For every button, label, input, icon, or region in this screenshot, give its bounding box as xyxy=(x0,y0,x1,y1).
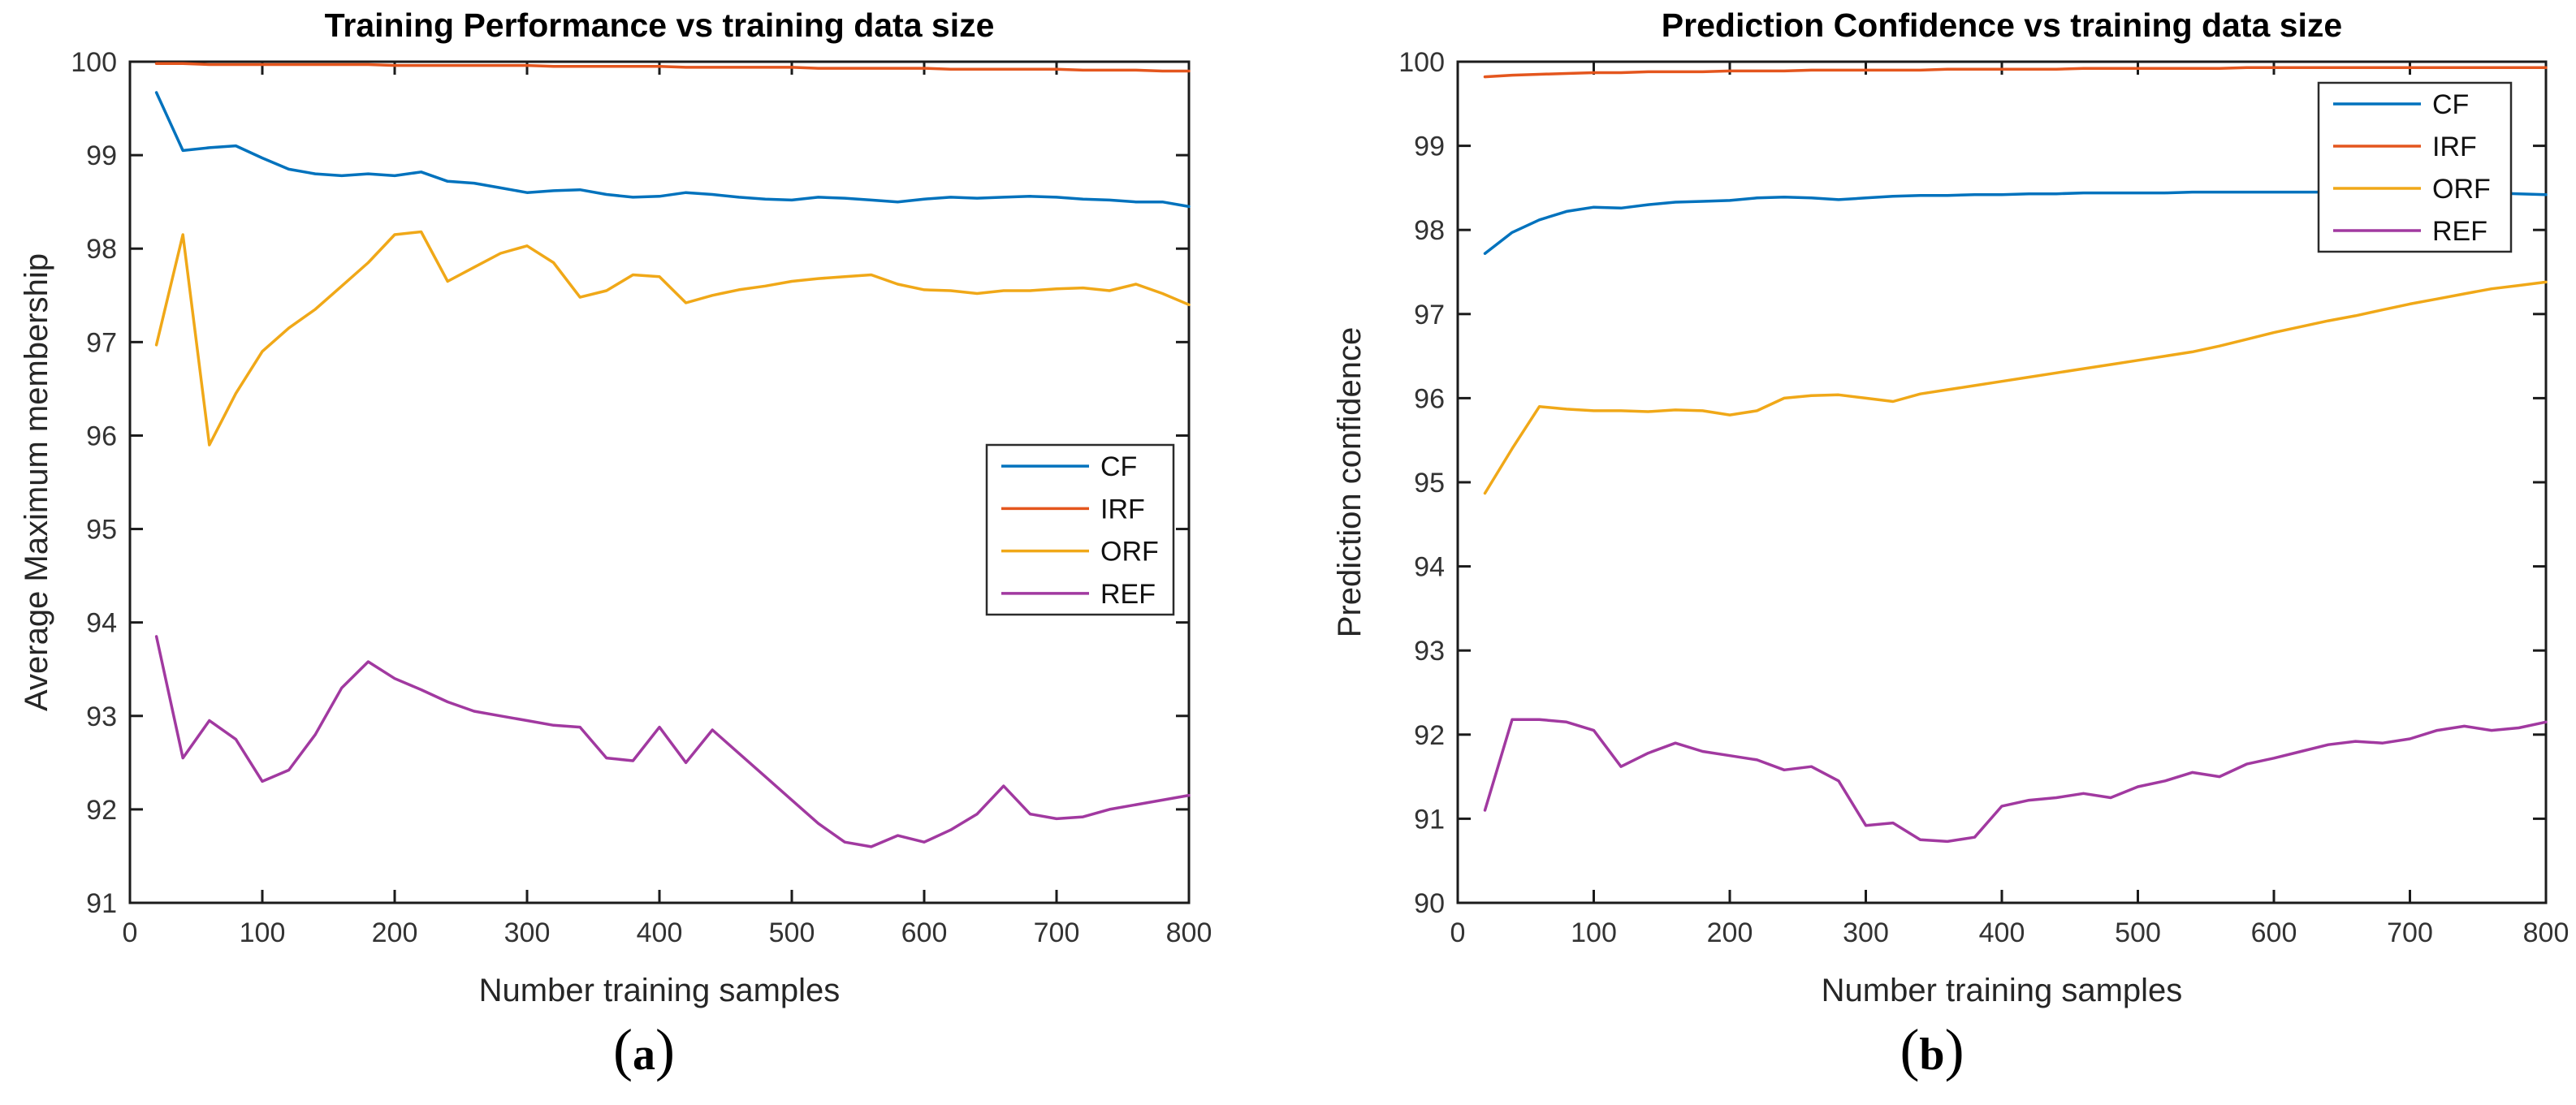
x-tick-label: 500 xyxy=(2115,917,2161,948)
caption-letter: a xyxy=(633,1029,655,1080)
chart-panel-b: Prediction Confidence vs training data s… xyxy=(1288,0,2576,1105)
y-tick-label: 100 xyxy=(71,47,117,78)
y-tick-label: 92 xyxy=(86,795,117,826)
x-tick-label: 400 xyxy=(637,917,683,948)
legend-label-REF: REF xyxy=(1100,579,1156,610)
chart-panel-a: Training Performance vs training data si… xyxy=(19,6,1212,1084)
legend-label-CF: CF xyxy=(2432,89,2469,120)
y-tick-label: 100 xyxy=(1398,47,1445,78)
y-tick-label: 95 xyxy=(1414,468,1445,499)
series-line-ORF xyxy=(154,230,1191,447)
x-tick-label: 700 xyxy=(2387,917,2433,948)
caption-close-paren: ) xyxy=(1944,1017,1964,1082)
x-tick-label: 0 xyxy=(123,917,138,948)
x-tick-label: 200 xyxy=(1707,917,1753,948)
y-tick-label: 94 xyxy=(1414,552,1445,583)
x-tick-label: 800 xyxy=(2523,917,2570,948)
legend-label-IRF: IRF xyxy=(1100,494,1145,524)
y-tick-label: 97 xyxy=(86,327,117,358)
legend-box xyxy=(2317,81,2513,253)
x-tick-label: 700 xyxy=(1034,917,1080,948)
x-tick-label: 400 xyxy=(1979,917,2025,948)
caption-open-paren: ( xyxy=(1900,1017,1920,1082)
caption-letter: b xyxy=(1919,1029,1945,1080)
x-tick-label: 0 xyxy=(1450,917,1466,948)
y-tick-label: 98 xyxy=(1414,215,1445,246)
x-tick-label: 300 xyxy=(504,917,551,948)
y-tick-label: 90 xyxy=(1414,888,1445,919)
series-line-ORF xyxy=(1483,280,2548,495)
x-tick-label: 600 xyxy=(901,917,948,948)
series-line-REF xyxy=(154,635,1191,848)
caption-close-paren: ) xyxy=(655,1017,675,1082)
x-tick-label: 300 xyxy=(1843,917,1889,948)
x-tick-label: 100 xyxy=(1571,917,1617,948)
caption-open-paren: ( xyxy=(613,1017,633,1082)
legend-label-ORF: ORF xyxy=(1100,537,1159,568)
series-line-REF xyxy=(1483,718,2548,844)
x-tick-label: 100 xyxy=(240,917,286,948)
y-tick-label: 97 xyxy=(1414,300,1445,330)
legend-label-IRF: IRF xyxy=(2432,132,2477,162)
x-tick-label: 600 xyxy=(2251,917,2297,948)
y-tick-label: 99 xyxy=(1414,132,1445,162)
y-tick-label: 94 xyxy=(86,608,117,639)
y-tick-label: 92 xyxy=(1414,720,1445,751)
y-tick-label: 96 xyxy=(1414,383,1445,414)
legend-label-CF: CF xyxy=(1100,451,1137,482)
plot-area-a: 0 100 200 300 400 500 600 700 800 91 92 93 94 95 96 97 9… xyxy=(71,47,1212,948)
chart-title-a: Training Performance vs training data si… xyxy=(324,6,995,44)
y-tick-label: 93 xyxy=(86,701,117,732)
legend-box xyxy=(985,443,1175,616)
x-tick-label: 200 xyxy=(372,917,418,948)
subfigure-caption-b: (b) xyxy=(1688,1017,2176,1084)
y-tick-label: 91 xyxy=(86,888,117,919)
y-tick-label: 91 xyxy=(1414,804,1445,835)
chart-title-b: Prediction Confidence vs training data s… xyxy=(1661,6,2343,44)
y-tick-label: 95 xyxy=(86,515,117,546)
y-tick-label: 96 xyxy=(86,421,117,451)
x-tick-label: 800 xyxy=(1166,917,1212,948)
y-tick-label: 99 xyxy=(86,140,117,171)
x-axis-label-a: Number training samples xyxy=(478,973,841,1008)
legend-label-REF: REF xyxy=(2432,216,2487,247)
series-line-IRF xyxy=(1483,66,2548,79)
x-tick-label: 500 xyxy=(769,917,815,948)
series-line-CF xyxy=(154,91,1191,209)
legend-label-ORF: ORF xyxy=(2432,174,2491,205)
y-tick-label: 98 xyxy=(86,234,117,265)
y-tick-label: 93 xyxy=(1414,636,1445,667)
series-line-IRF xyxy=(154,62,1191,73)
x-axis-label-b: Number training samples xyxy=(1821,973,2183,1008)
plot-area-b: 0 100 200 300 400 500 600 700 800 90 91 92 93 94 95 96 9… xyxy=(1398,47,2570,948)
subfigure-caption-a: (a) xyxy=(400,1017,888,1084)
